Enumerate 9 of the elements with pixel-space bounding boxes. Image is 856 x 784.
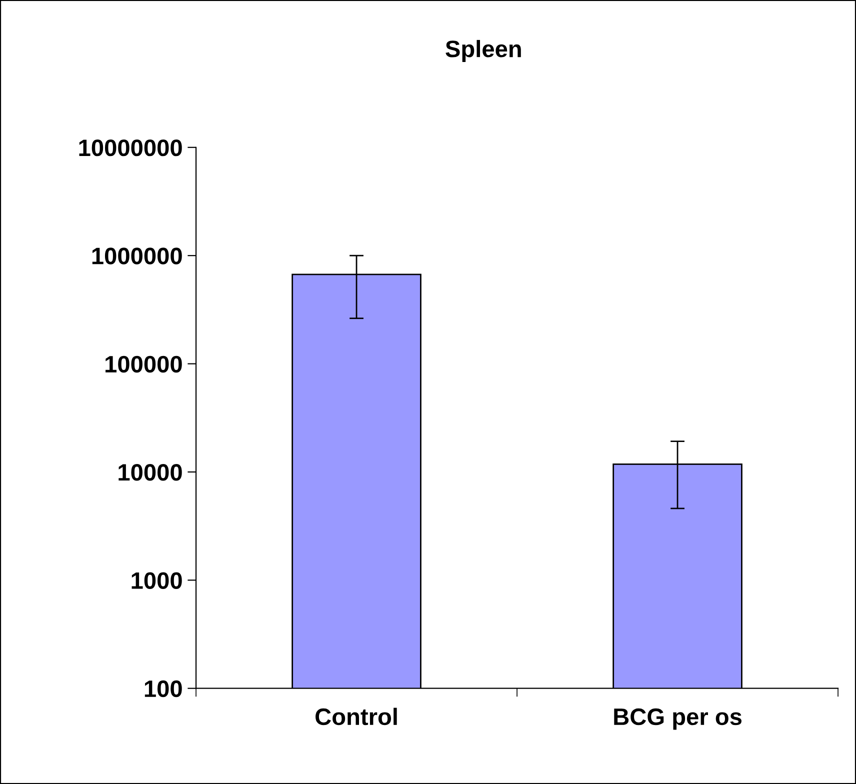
y-tick-label: 100000	[106, 356, 182, 373]
y-tick-label: 1000000	[92, 248, 182, 264]
y-tick-label: 1000	[132, 572, 182, 589]
y-tick-label: 10000000	[79, 139, 182, 156]
x-tick-label: BCG per os	[614, 708, 742, 730]
y-tick-label: 10000	[118, 464, 182, 481]
y-tick-label: 100	[144, 680, 182, 698]
x-tick-label: Control	[316, 708, 397, 726]
chart-title: Spleen	[446, 40, 521, 62]
